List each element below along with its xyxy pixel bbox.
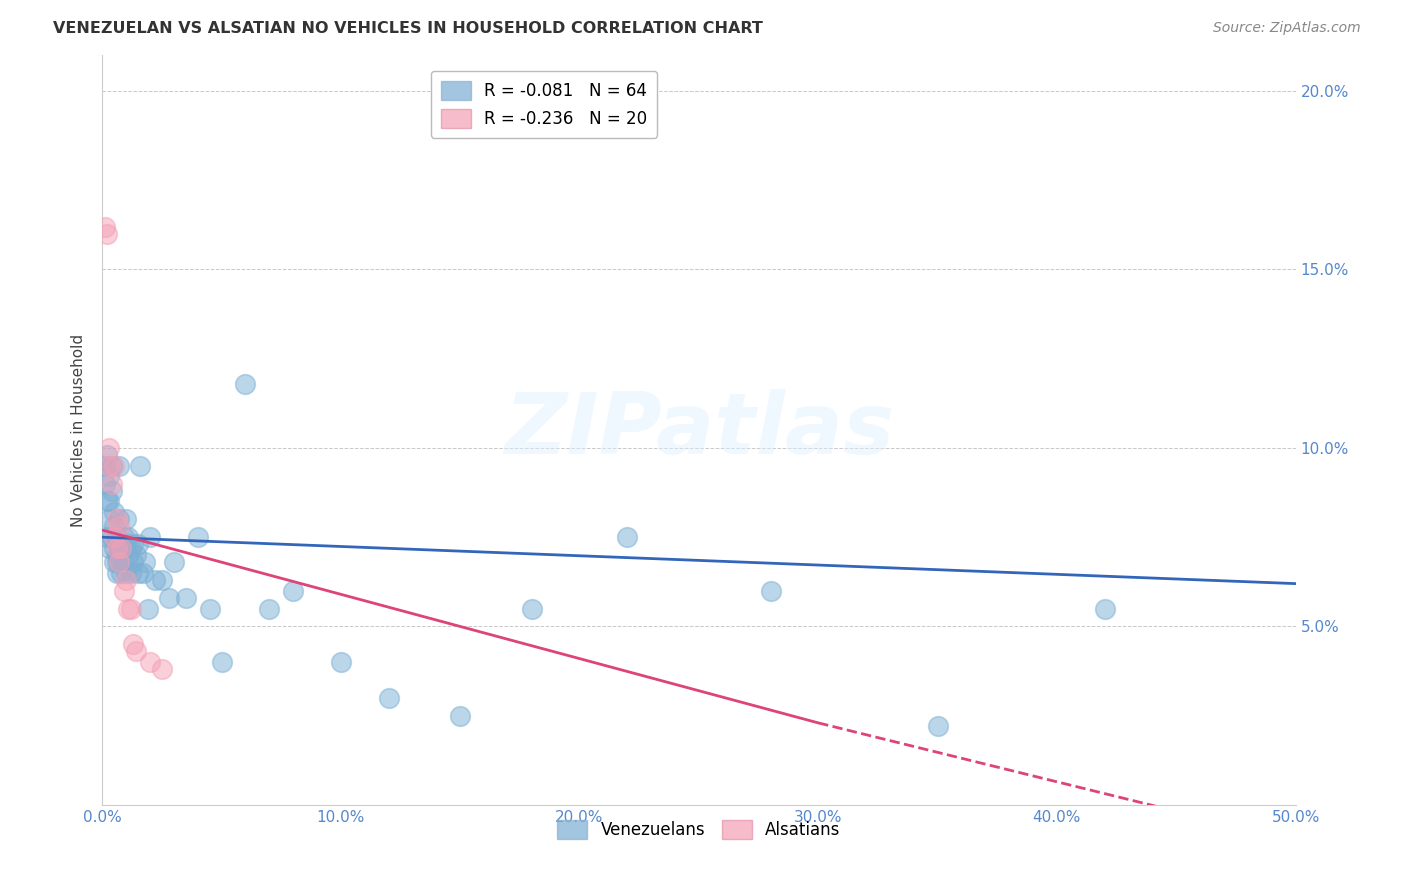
Point [105, 541, 128, 555]
Point [150, 573, 173, 587]
Point [110, 566, 132, 580]
Point [927, 719, 949, 733]
Point [103, 505, 125, 519]
Point [520, 601, 543, 615]
Point [127, 537, 149, 551]
Point [96, 530, 118, 544]
Point [108, 555, 131, 569]
Point [98, 441, 121, 455]
Point [115, 512, 138, 526]
Point [143, 573, 166, 587]
Point [117, 530, 139, 544]
Y-axis label: No Vehicles in Household: No Vehicles in Household [72, 334, 86, 526]
Point [100, 530, 122, 544]
Point [100, 483, 122, 498]
Point [449, 708, 471, 723]
Point [1094, 601, 1116, 615]
Point [98, 541, 121, 555]
Point [96, 227, 118, 241]
Point [122, 637, 145, 651]
Point [103, 530, 125, 544]
Point [103, 541, 125, 555]
Point [112, 583, 135, 598]
Point [120, 566, 142, 580]
Point [117, 548, 139, 562]
Point [98, 494, 121, 508]
Point [122, 555, 145, 569]
Point [198, 601, 221, 615]
Point [120, 541, 142, 555]
Point [115, 537, 138, 551]
Point [115, 566, 138, 580]
Point [122, 537, 145, 551]
Point [120, 601, 142, 615]
Text: Source: ZipAtlas.com: Source: ZipAtlas.com [1213, 21, 1361, 35]
Point [100, 458, 122, 473]
Point [157, 591, 180, 605]
Point [187, 530, 209, 544]
Point [105, 512, 128, 526]
Point [115, 573, 138, 587]
Point [98, 469, 121, 483]
Point [134, 555, 156, 569]
Point [105, 566, 128, 580]
Point [103, 555, 125, 569]
Point [112, 530, 135, 544]
Point [105, 530, 128, 544]
Point [110, 541, 132, 555]
Point [105, 555, 128, 569]
Point [96, 448, 118, 462]
Point [377, 690, 399, 705]
Point [132, 566, 155, 580]
Point [150, 662, 173, 676]
Point [211, 655, 233, 669]
Point [100, 476, 122, 491]
Point [129, 458, 152, 473]
Point [105, 548, 128, 562]
Point [124, 644, 146, 658]
Point [136, 601, 159, 615]
Text: VENEZUELAN VS ALSATIAN NO VEHICLES IN HOUSEHOLD CORRELATION CHART: VENEZUELAN VS ALSATIAN NO VEHICLES IN HO… [53, 21, 763, 36]
Point [108, 555, 131, 569]
Point [235, 376, 257, 391]
Point [163, 555, 186, 569]
Point [103, 458, 125, 473]
Point [108, 537, 131, 551]
Point [110, 541, 132, 555]
Point [283, 583, 305, 598]
Point [93, 476, 115, 491]
Point [759, 583, 782, 598]
Point [139, 530, 162, 544]
Point [108, 458, 131, 473]
Point [329, 655, 352, 669]
Point [98, 458, 121, 473]
Point [96, 494, 118, 508]
Point [174, 591, 197, 605]
Point [117, 601, 139, 615]
Point [616, 530, 638, 544]
Point [98, 512, 121, 526]
Legend: Venezuelans, Alsatians: Venezuelans, Alsatians [551, 813, 848, 846]
Point [124, 548, 146, 562]
Text: ZIPatlas: ZIPatlas [503, 389, 894, 472]
Point [139, 655, 162, 669]
Point [127, 566, 149, 580]
Point [108, 519, 131, 533]
Point [259, 601, 281, 615]
Point [93, 219, 115, 234]
Point [108, 512, 131, 526]
Point [112, 555, 135, 569]
Point [93, 458, 115, 473]
Point [103, 519, 125, 533]
